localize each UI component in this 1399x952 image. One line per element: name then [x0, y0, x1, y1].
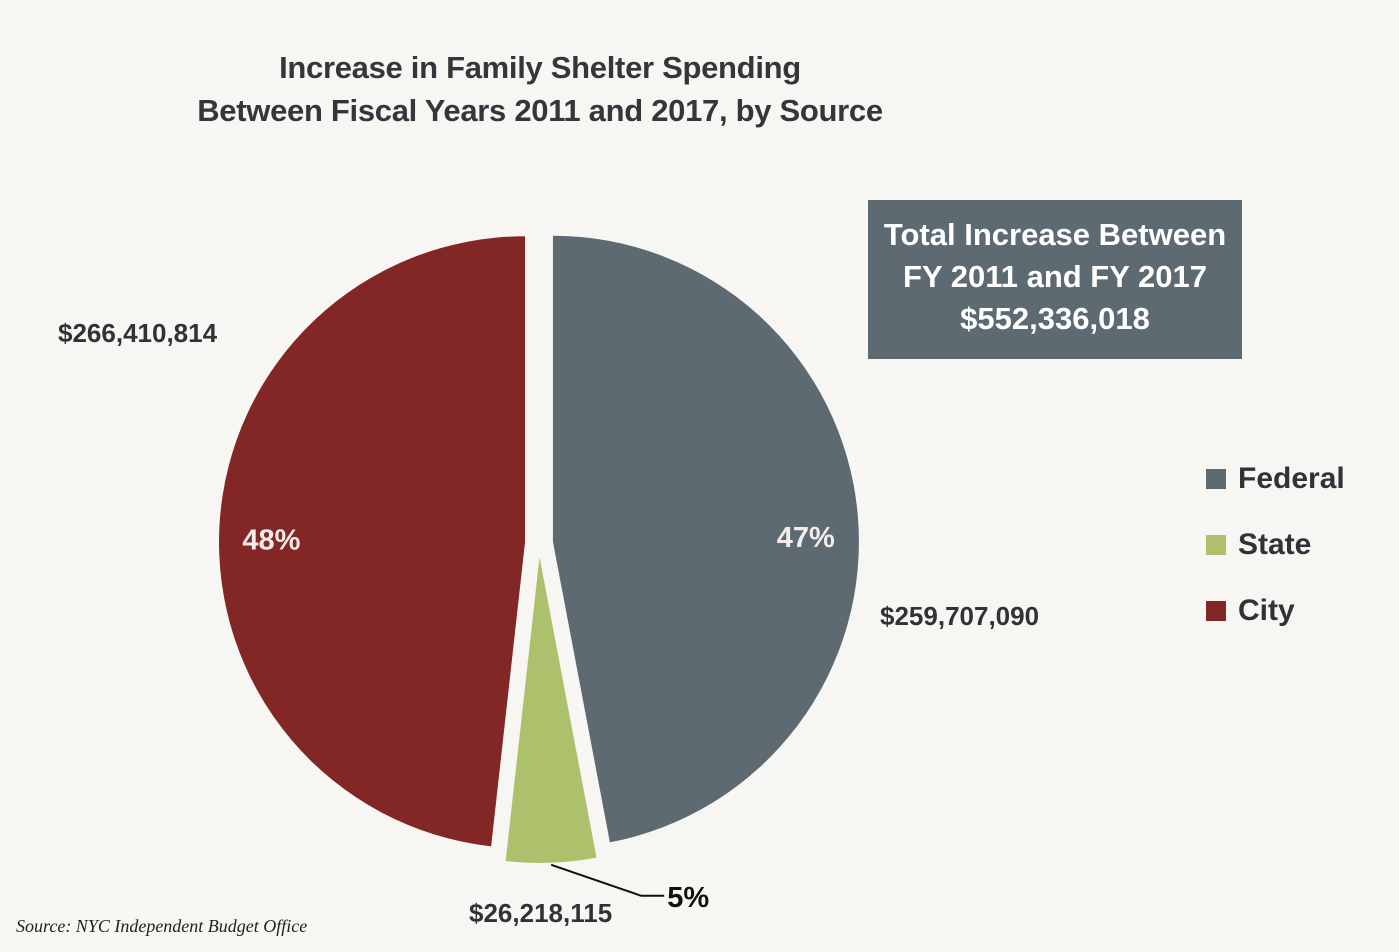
legend-label-city: City [1238, 593, 1295, 627]
legend: Federal State City [1206, 462, 1345, 660]
source-note: Source: NYC Independent Budget Office [16, 916, 308, 936]
chart-title-line-2: Between Fiscal Years 2011 and 2017, by S… [197, 93, 883, 128]
legend-item-state: State [1206, 528, 1345, 561]
percent-label-city: 48% [242, 524, 300, 556]
legend-item-federal: Federal [1206, 462, 1345, 495]
legend-label-state: State [1238, 527, 1312, 561]
legend-swatch-state [1206, 534, 1226, 555]
total-increase-box: Total Increase Between FY 2011 and FY 20… [868, 200, 1242, 359]
percent-label-state: 5% [667, 882, 709, 914]
legend-swatch-city [1206, 600, 1226, 621]
total-box-line-2: FY 2011 and FY 2017 [903, 259, 1207, 294]
pie-slice-city [219, 236, 526, 847]
city-amount-label: $266,410,814 [58, 318, 218, 348]
chart-title-line-1: Increase in Family Shelter Spending [279, 50, 801, 85]
total-box-amount: $552,336,018 [960, 301, 1150, 336]
pie-slice-state [505, 556, 597, 863]
pie-slice-federal [552, 235, 859, 843]
chart-title: Increase in Family Shelter Spending Betw… [130, 46, 950, 132]
federal-amount-label: $259,707,090 [880, 601, 1040, 631]
legend-label-federal: Federal [1238, 461, 1345, 495]
percent-label-federal: 47% [777, 522, 835, 554]
total-box-line-1: Total Increase Between [883, 217, 1227, 252]
legend-item-city: City [1206, 594, 1345, 627]
state-amount-label: $26,218,115 [469, 898, 613, 928]
state-leader-polyline [550, 863, 665, 897]
legend-swatch-federal [1206, 468, 1226, 489]
